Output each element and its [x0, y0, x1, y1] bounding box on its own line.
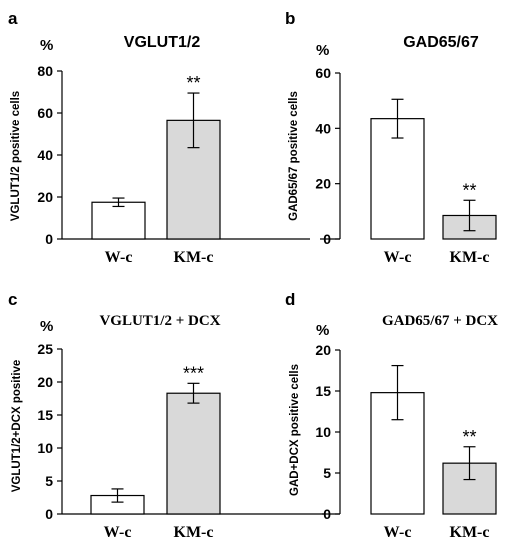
x-tick-label: KM-c: [450, 524, 490, 541]
unit-label: %: [40, 37, 53, 54]
y-tick-label: 10: [315, 424, 331, 440]
y-axis-label: VGLUT1/2 positive cells: [10, 91, 22, 221]
x-tick-label: W-c: [384, 524, 412, 541]
y-tick-label: 20: [315, 176, 331, 192]
y-tick-label: 15: [37, 407, 53, 423]
panel-letter: d: [285, 290, 295, 309]
bar-w-c: [91, 201, 146, 240]
y-tick-label: 40: [315, 120, 331, 136]
significance-marker: **: [462, 180, 476, 200]
unit-label: %: [316, 322, 329, 339]
y-tick-label: 20: [315, 342, 331, 358]
x-tick-label: W-c: [384, 249, 412, 266]
panel-c: c% VGLUT1/2 + DCX VGLUT1/2+DCX positive 0 5 1…: [8, 290, 324, 541]
y-tick-label: 0: [323, 231, 331, 247]
y-tick-label: 80: [37, 63, 53, 79]
x-tick-label: W-c: [104, 524, 132, 541]
y-axis-label: VGLUT1/2+DCX positive: [11, 360, 23, 493]
y-tick-label: 60: [315, 65, 331, 81]
y-tick-label: 5: [45, 473, 53, 489]
chart-title: GAD65/67: [403, 34, 479, 51]
y-tick-label: 20: [37, 189, 53, 205]
significance-marker: **: [186, 73, 200, 93]
y-tick-label: 40: [37, 147, 53, 163]
panel-d: d% GAD65/67 + DCX GAD+DCX positive cells 0 5…: [285, 290, 498, 541]
unit-label: %: [40, 318, 53, 335]
chart-title: VGLUT1/2 + DCX: [99, 313, 220, 329]
y-axis-label: GAD+DCX positive cells: [289, 364, 301, 496]
x-tick-label: W-c: [105, 249, 133, 266]
x-tick-label: KM-c: [450, 249, 490, 266]
y-tick-label: 15: [315, 383, 331, 399]
panel-b: b% GAD65/67 GAD65/67 positive cells 0 20 40 60…: [285, 9, 497, 266]
unit-label: %: [316, 42, 329, 59]
y-tick-label: 0: [45, 506, 53, 522]
y-tick-label: 60: [37, 105, 53, 121]
panel-letter: a: [8, 9, 18, 28]
bar-w-c: [370, 118, 425, 240]
x-tick-label: KM-c: [174, 524, 214, 541]
x-tick-label: KM-c: [174, 249, 214, 266]
y-axis-label: GAD65/67 positive cells: [288, 91, 300, 221]
y-tick-label: 0: [45, 231, 53, 247]
significance-marker: **: [462, 427, 476, 447]
panel-letter: c: [8, 290, 17, 309]
y-tick-label: 10: [37, 440, 53, 456]
y-tick-label: 5: [323, 465, 331, 481]
bar-km-c: [166, 392, 221, 515]
y-tick-label: 20: [37, 374, 53, 390]
chart-title: GAD65/67 + DCX: [382, 313, 498, 329]
y-tick-label: 0: [323, 506, 331, 522]
panel-a: a% VGLUT1/2 VGLUT1/2 positive cells 0 20 40 60…: [8, 9, 310, 266]
panel-letter: b: [285, 9, 295, 28]
chart-title: VGLUT1/2: [124, 34, 201, 51]
y-tick-label: 25: [37, 341, 53, 357]
significance-marker: ***: [183, 363, 204, 383]
